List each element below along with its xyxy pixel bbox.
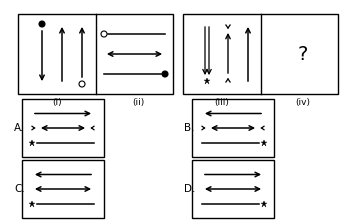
Bar [192, 160, 274, 218]
Text: (iv): (iv) [296, 98, 310, 107]
Text: ?: ? [298, 45, 308, 63]
Bar [183, 14, 338, 94]
Text: (ii): (ii) [132, 98, 144, 107]
Circle shape [162, 71, 168, 77]
Bar [192, 99, 274, 157]
Bar [18, 14, 173, 94]
Text: (iii): (iii) [215, 98, 229, 107]
Text: B.: B. [184, 123, 194, 133]
Text: D.: D. [184, 184, 195, 194]
Circle shape [39, 21, 45, 27]
Circle shape [79, 81, 85, 87]
Text: C.: C. [14, 184, 25, 194]
Text: (i): (i) [52, 98, 62, 107]
Text: A.: A. [14, 123, 24, 133]
Bar [22, 160, 104, 218]
Bar [22, 99, 104, 157]
Circle shape [101, 31, 107, 37]
